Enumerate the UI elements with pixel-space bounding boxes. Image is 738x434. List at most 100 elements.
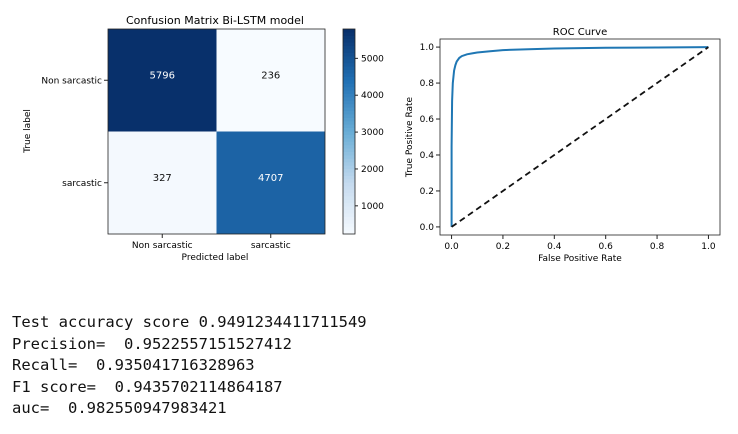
cm-colorbar-segment bbox=[343, 141, 355, 146]
cm-colorbar-segment bbox=[343, 128, 355, 133]
cm-colorbar-segment bbox=[343, 49, 355, 54]
cm-colorbar-segment bbox=[343, 134, 355, 139]
cm-colorbar-segment bbox=[343, 138, 355, 143]
cm-colorbar-frame bbox=[342, 28, 356, 235]
metric-precision: Precision= 0.9522557151527412 bbox=[12, 334, 292, 353]
roc-chance-line bbox=[451, 46, 709, 228]
cm-colorbar-segment bbox=[343, 216, 355, 221]
cm-colorbar-segment bbox=[343, 186, 355, 191]
cm-colorbar-segment bbox=[343, 90, 355, 95]
cm-colorbar-segment bbox=[343, 80, 355, 85]
cm-colorbar-segment bbox=[343, 59, 355, 64]
cm-ytick-label: Non sarcastic bbox=[41, 76, 102, 86]
cm-xlabel: Predicted label bbox=[182, 253, 249, 263]
cm-colorbar-segment bbox=[343, 179, 355, 184]
cm-colorbar-segment bbox=[343, 227, 355, 232]
cm-colorbar-segment bbox=[343, 87, 355, 92]
cm-colorbar-segment bbox=[343, 193, 355, 198]
cm-cell-value: 5796 bbox=[150, 70, 175, 81]
cm-title: Confusion Matrix Bi-LSTM model bbox=[126, 14, 304, 27]
cm-colorbar-segment bbox=[343, 46, 355, 51]
roc-ytick-label: 0.4 bbox=[420, 151, 435, 161]
cm-colorbar-tick-label: 1000 bbox=[361, 202, 384, 212]
roc-ytick-label: 1.0 bbox=[420, 43, 435, 53]
roc-xtick-label: 1.0 bbox=[701, 242, 716, 252]
cm-colorbar-segment bbox=[343, 162, 355, 167]
roc-frame bbox=[439, 38, 721, 236]
cm-ytick-label: sarcastic bbox=[62, 179, 102, 189]
metrics-output: Test accuracy score 0.9491234411711549 P… bbox=[12, 312, 367, 420]
cm-colorbar-segment bbox=[343, 165, 355, 170]
cm-colorbar-segment bbox=[343, 97, 355, 102]
roc-title: ROC Curve bbox=[553, 27, 607, 38]
cm-colorbar-segment bbox=[343, 148, 355, 153]
cm-colorbar-segment bbox=[343, 203, 355, 208]
cm-colorbar-segment bbox=[343, 35, 355, 40]
cm-colorbar-segment bbox=[343, 210, 355, 215]
cm-colorbar-segment bbox=[343, 155, 355, 160]
cm-colorbar-tick-label: 2000 bbox=[361, 165, 384, 175]
cm-cell bbox=[108, 29, 217, 132]
cm-colorbar-segment bbox=[343, 230, 355, 235]
cm-cell-value: 4707 bbox=[258, 173, 283, 184]
cm-colorbar-segment bbox=[343, 117, 355, 122]
cm-colorbar-segment bbox=[343, 145, 355, 150]
confusion-matrix-chart: Confusion Matrix Bi-LSTM model 5796 236 32… bbox=[23, 14, 384, 263]
roc-ytick-label: 0.8 bbox=[420, 79, 435, 89]
cm-colorbar-segment bbox=[343, 56, 355, 61]
cm-colorbar-segment bbox=[343, 73, 355, 78]
cm-colorbar-segment bbox=[343, 158, 355, 163]
cm-colorbar-segment bbox=[343, 114, 355, 119]
roc-ytick-label: 0.0 bbox=[420, 223, 435, 233]
cm-colorbar-segment bbox=[343, 104, 355, 109]
cm-colorbar-tick-label: 4000 bbox=[361, 91, 384, 101]
cm-colorbar-segment bbox=[343, 182, 355, 187]
cm-colorbar-segment bbox=[343, 121, 355, 126]
cm-colorbar-segment bbox=[343, 220, 355, 225]
charts-canvas: Confusion Matrix Bi-LSTM model 5796 236 32… bbox=[23, 14, 721, 264]
cm-colorbar-segment bbox=[343, 175, 355, 180]
cm-colorbar-segment bbox=[343, 100, 355, 105]
cm-colorbar-segment bbox=[343, 66, 355, 71]
cm-colorbar: 1000 2000 3000 4000 5000 bbox=[342, 28, 384, 235]
cm-ylabel: True label bbox=[23, 109, 33, 154]
cm-colorbar-tick-label: 3000 bbox=[361, 128, 384, 138]
cm-colorbar-segment bbox=[343, 124, 355, 129]
roc-xtick-label: 0.0 bbox=[444, 242, 459, 252]
roc-xtick-label: 0.2 bbox=[496, 242, 510, 252]
cm-frame bbox=[107, 28, 326, 235]
cm-colorbar-segment bbox=[343, 83, 355, 88]
cm-xtick-label: sarcastic bbox=[251, 241, 291, 251]
cm-cell bbox=[108, 131, 217, 234]
cm-colorbar-segment bbox=[343, 93, 355, 98]
cm-colorbar-segment bbox=[343, 152, 355, 157]
cm-colorbar-segment bbox=[343, 172, 355, 177]
cm-colorbar-segment bbox=[343, 29, 355, 34]
cm-colorbar-segment bbox=[343, 199, 355, 204]
roc-xtick-label: 0.8 bbox=[650, 242, 665, 252]
cm-cell bbox=[216, 131, 325, 234]
cm-colorbar-segment bbox=[343, 76, 355, 81]
cm-cells: 5796 236 327 4707 bbox=[108, 29, 325, 234]
metric-auc: auc= 0.982550947983421 bbox=[12, 399, 227, 417]
cm-cell-value: 327 bbox=[153, 173, 172, 184]
cm-colorbar-tick-label: 5000 bbox=[361, 54, 384, 64]
roc-ytick-label: 0.2 bbox=[420, 187, 434, 197]
cm-colorbar-segment bbox=[343, 107, 355, 112]
cm-cell bbox=[216, 29, 325, 132]
cm-colorbar-segment bbox=[343, 213, 355, 218]
roc-ytick-label: 0.6 bbox=[420, 115, 435, 125]
roc-xtick-label: 0.6 bbox=[599, 242, 614, 252]
cm-colorbar-segment bbox=[343, 111, 355, 116]
metric-f1: F1 score= 0.9435702114864187 bbox=[12, 377, 283, 396]
metric-accuracy: Test accuracy score 0.9491234411711549 bbox=[12, 313, 367, 331]
cm-xtick-label: Non sarcastic bbox=[132, 241, 193, 251]
cm-ticks: Non sarcastic sarcastic Non sarcastic sarca… bbox=[41, 76, 290, 251]
roc-chart: ROC Curve 0.0 0.2 0.4 0.6 0.8 1.0 0.0 0.2 0.4 0.6… bbox=[405, 27, 721, 264]
roc-ylabel: True Positive Rate bbox=[405, 96, 415, 178]
metric-recall: Recall= 0.935041716328963 bbox=[12, 356, 255, 374]
cm-colorbar-segment bbox=[343, 131, 355, 136]
cm-colorbar-segment bbox=[343, 42, 355, 47]
roc-xtick-label: 0.4 bbox=[547, 242, 562, 252]
cm-colorbar-segment bbox=[343, 206, 355, 211]
